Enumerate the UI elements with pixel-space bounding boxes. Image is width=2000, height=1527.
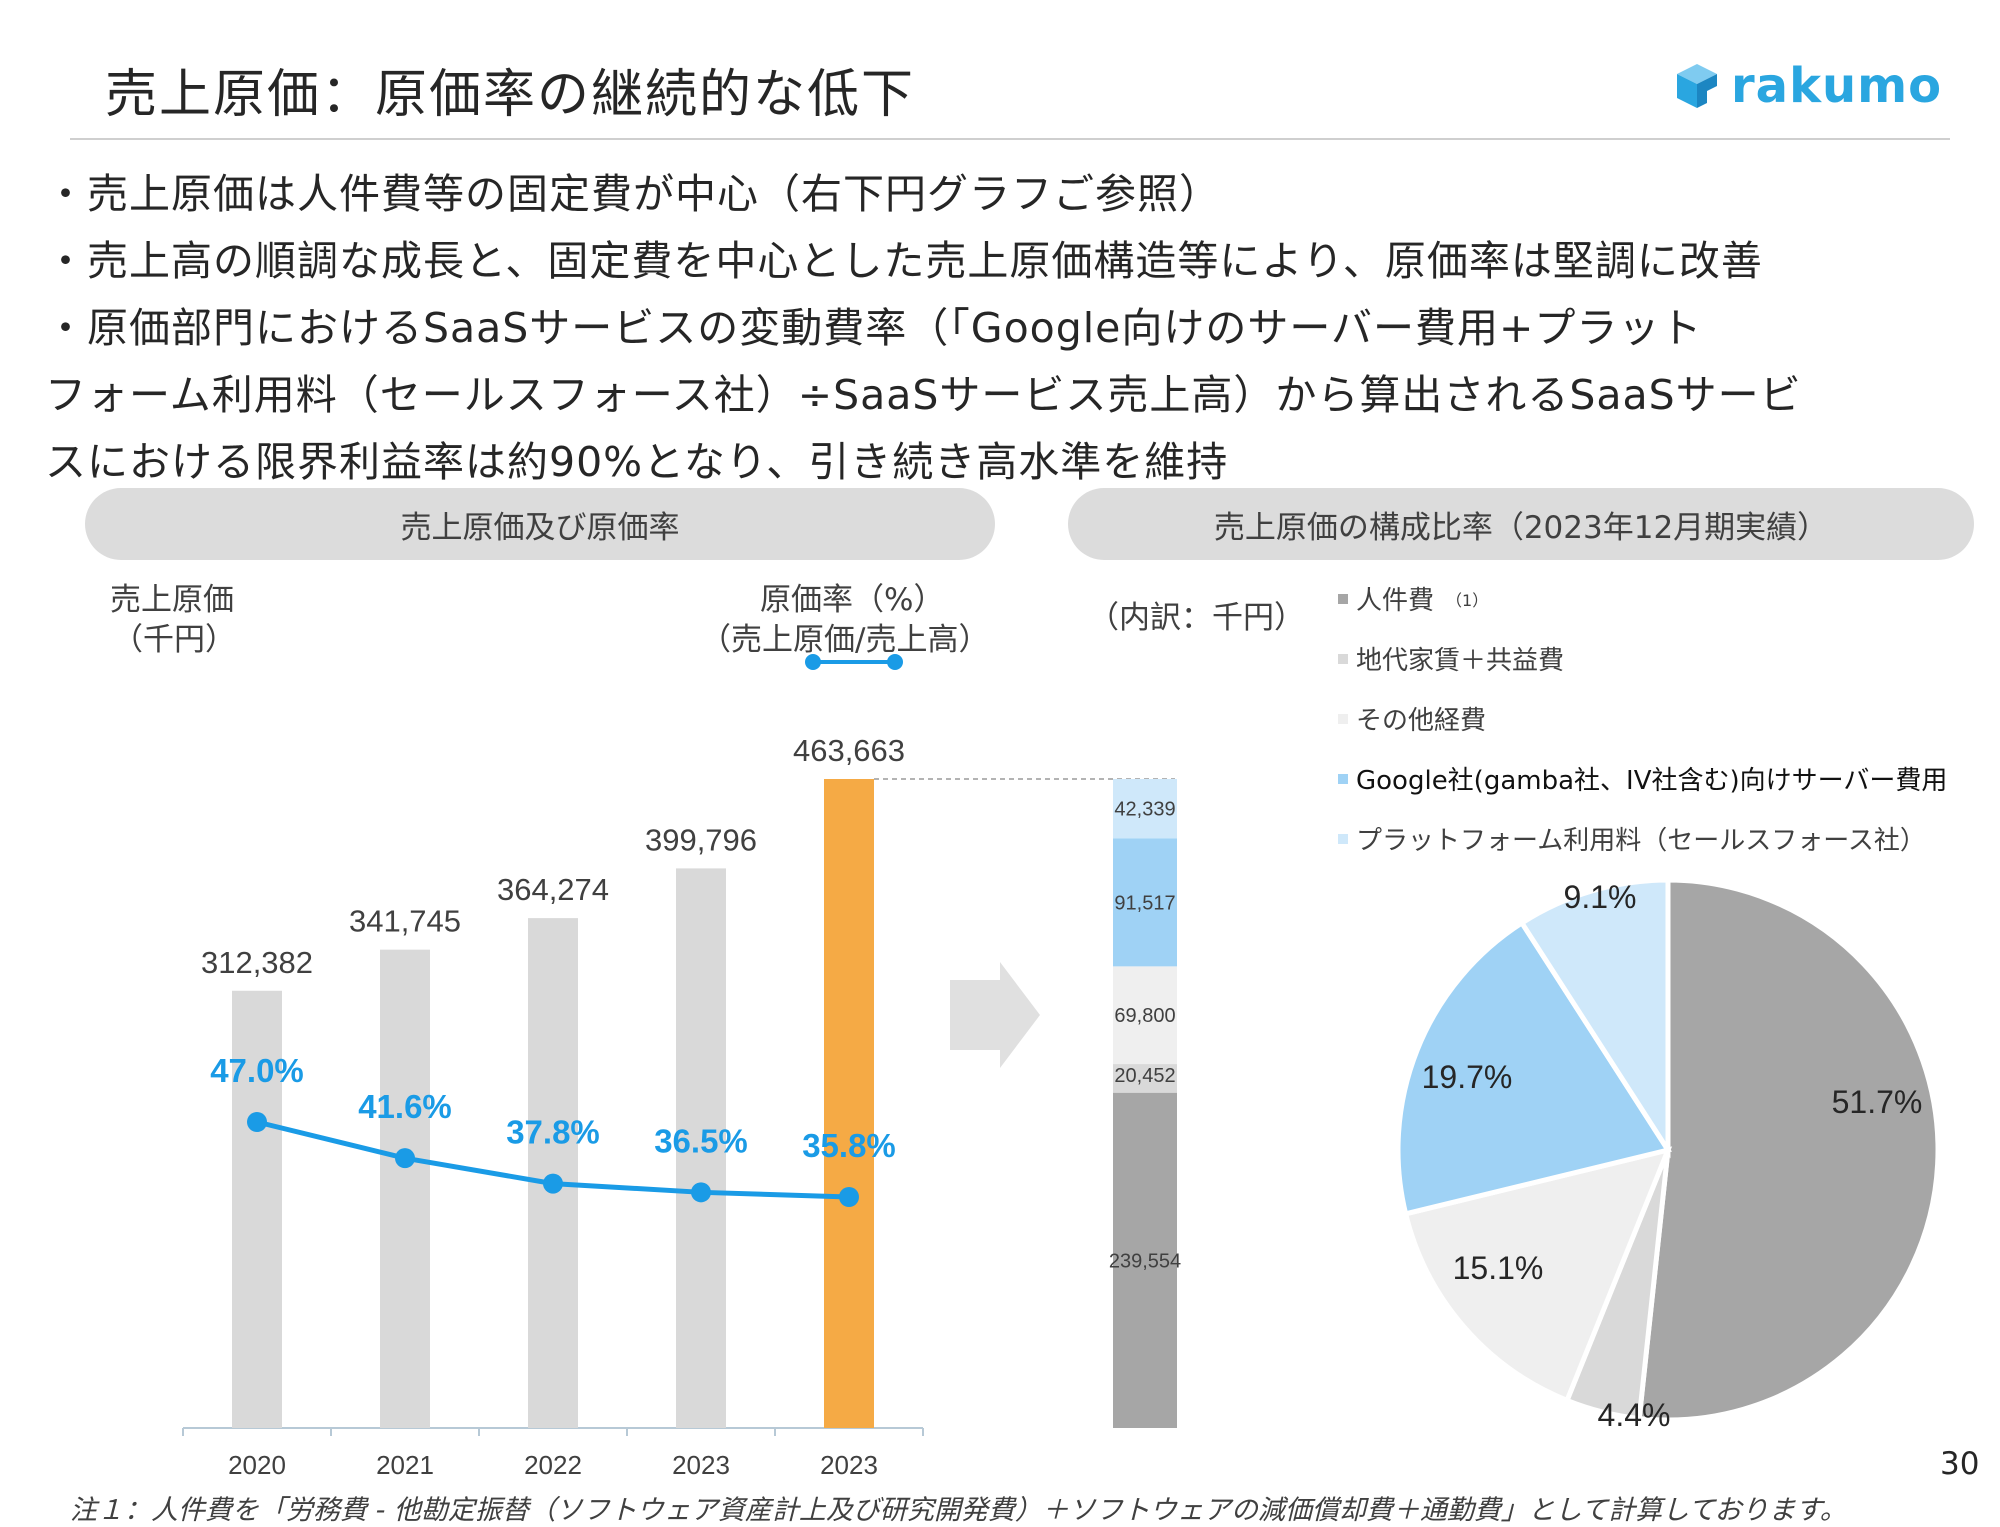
bar-2020 xyxy=(232,990,282,1428)
bar-value-label: 463,663 xyxy=(793,733,905,768)
legend-label: 地代家賃＋共益費 xyxy=(1356,646,1565,676)
pie-slice xyxy=(1402,1146,1673,1404)
bar-2023 xyxy=(824,779,874,1428)
rate-value-label: 41.6% xyxy=(358,1088,452,1125)
stack-segment xyxy=(1113,1092,1177,1428)
breakdown-unit-label: （内訳：千円） xyxy=(1088,600,1305,636)
legend-item-other: その他経費 xyxy=(1338,700,1486,737)
bar-2021 xyxy=(380,949,430,1428)
rate-point xyxy=(395,1148,415,1169)
pie-value-label: 4.4% xyxy=(1598,1397,1671,1433)
rate-point xyxy=(691,1182,711,1203)
x-tick-label: 2020 xyxy=(228,1450,286,1480)
bar-value-label: 312,382 xyxy=(201,945,313,980)
bullet-1: ・売上原価は人件費等の固定費が中心（右下円グラフご参照） xyxy=(45,170,1221,218)
stack-value-label: 91,517 xyxy=(1114,892,1175,914)
legend-label: 人件費 xyxy=(1356,586,1435,616)
rate-value-label: 47.0% xyxy=(210,1052,304,1089)
left-panel-header: 売上原価及び原価率 xyxy=(85,488,995,560)
pie-value-label: 51.7% xyxy=(1832,1084,1923,1120)
pie-value-label: 19.7% xyxy=(1422,1059,1513,1095)
stack-value-label: 20,452 xyxy=(1114,1065,1175,1087)
pie-slice xyxy=(1395,919,1673,1217)
rate-label: 原価率（%） xyxy=(760,582,945,618)
x-tick-label: 2023 xyxy=(820,1450,878,1480)
x-tick-label: 2022 xyxy=(524,1450,582,1480)
legend-item-google: Google社(gamba社、IV社含む)向けサーバー費用 xyxy=(1338,760,1947,797)
rate-point xyxy=(247,1112,267,1132)
rate-sublabel: （売上原価/売上高） xyxy=(700,622,990,658)
page-number: 30 xyxy=(1940,1446,1980,1482)
footnote: 注１：人件費を「労務費 - 他勘定振替（ソフトウェア資産計上及び研究開発費）＋ソ… xyxy=(70,1495,1847,1526)
x-tick-label: 2023 xyxy=(672,1450,730,1480)
rate-point xyxy=(839,1187,859,1207)
bar-value-label: 364,274 xyxy=(497,872,609,907)
pie-value-label: 9.1% xyxy=(1564,879,1637,915)
stack-segment xyxy=(1113,779,1177,839)
legend-swatch xyxy=(1338,653,1348,664)
bullet-3: ・原価部門におけるSaaSサービスの変動費率（「Google向けのサーバー費用+… xyxy=(45,304,1703,352)
legend-item-platform: プラットフォーム利用料（セールスフォース社） xyxy=(1338,820,1926,857)
rate-legend-marker xyxy=(805,654,903,670)
legend-item-rent: 地代家賃＋共益費 xyxy=(1338,640,1564,677)
bar-value-label: 341,745 xyxy=(349,904,461,939)
stack-value-label: 69,800 xyxy=(1114,1005,1175,1027)
legend-swatch xyxy=(1338,593,1348,604)
pie-value-label: 15.1% xyxy=(1453,1250,1544,1286)
rate-point xyxy=(543,1173,563,1194)
y-axis-unit: （千円） xyxy=(112,622,236,658)
y-axis-label: 売上原価 xyxy=(110,582,234,618)
bar-2023 xyxy=(676,868,726,1428)
title-divider xyxy=(70,138,1950,140)
pie-slice xyxy=(1636,877,1941,1423)
slide-title: 売上原価：原価率の継続的な低下 xyxy=(105,65,916,125)
stack-segment xyxy=(1113,966,1177,1065)
legend-swatch xyxy=(1338,773,1348,784)
stack-value-label: 239,554 xyxy=(1109,1250,1181,1272)
legend-note: （1） xyxy=(1446,590,1489,610)
legend-label: その他経費 xyxy=(1356,706,1487,736)
legend-swatch xyxy=(1338,713,1348,724)
bullet-3-cont-1: フォーム利用料（セールスフォース社）÷SaaSサービス売上高）から算出されるSa… xyxy=(45,371,1802,419)
legend-label: プラットフォーム利用料（セールスフォース社） xyxy=(1356,826,1926,856)
right-arrow-icon xyxy=(950,962,1040,1068)
legend-label: Google社(gamba社、IV社含む)向けサーバー費用 xyxy=(1356,766,1948,796)
pie-slice xyxy=(1518,877,1671,1159)
logo-text: rakumo xyxy=(1731,58,1943,114)
rakumo-logo: rakumo xyxy=(1675,56,1945,116)
stack-segment xyxy=(1113,1064,1177,1093)
rate-value-label: 37.8% xyxy=(506,1114,600,1151)
stack-value-label: 42,339 xyxy=(1114,799,1175,821)
legend-item-personnel: 人件費 （1） xyxy=(1338,580,1488,617)
right-panel-header: 売上原価の構成比率（2023年12月期実績） xyxy=(1068,488,1974,560)
bar-2022 xyxy=(528,918,578,1428)
bar-value-label: 399,796 xyxy=(645,822,757,857)
bullet-2: ・売上高の順調な成長と、固定費を中心とした売上原価構造等により、原価率は堅調に改… xyxy=(45,237,1763,285)
rakumo-cube-icon xyxy=(1677,64,1717,108)
x-tick-label: 2021 xyxy=(376,1450,434,1480)
rate-value-label: 35.8% xyxy=(802,1127,896,1164)
bullet-3-cont-2: スにおける限界利益率は約90%となり、引き続き高水準を維持 xyxy=(45,438,1229,486)
legend-swatch xyxy=(1338,833,1348,844)
stack-segment xyxy=(1113,838,1177,967)
rate-value-label: 36.5% xyxy=(654,1122,748,1159)
